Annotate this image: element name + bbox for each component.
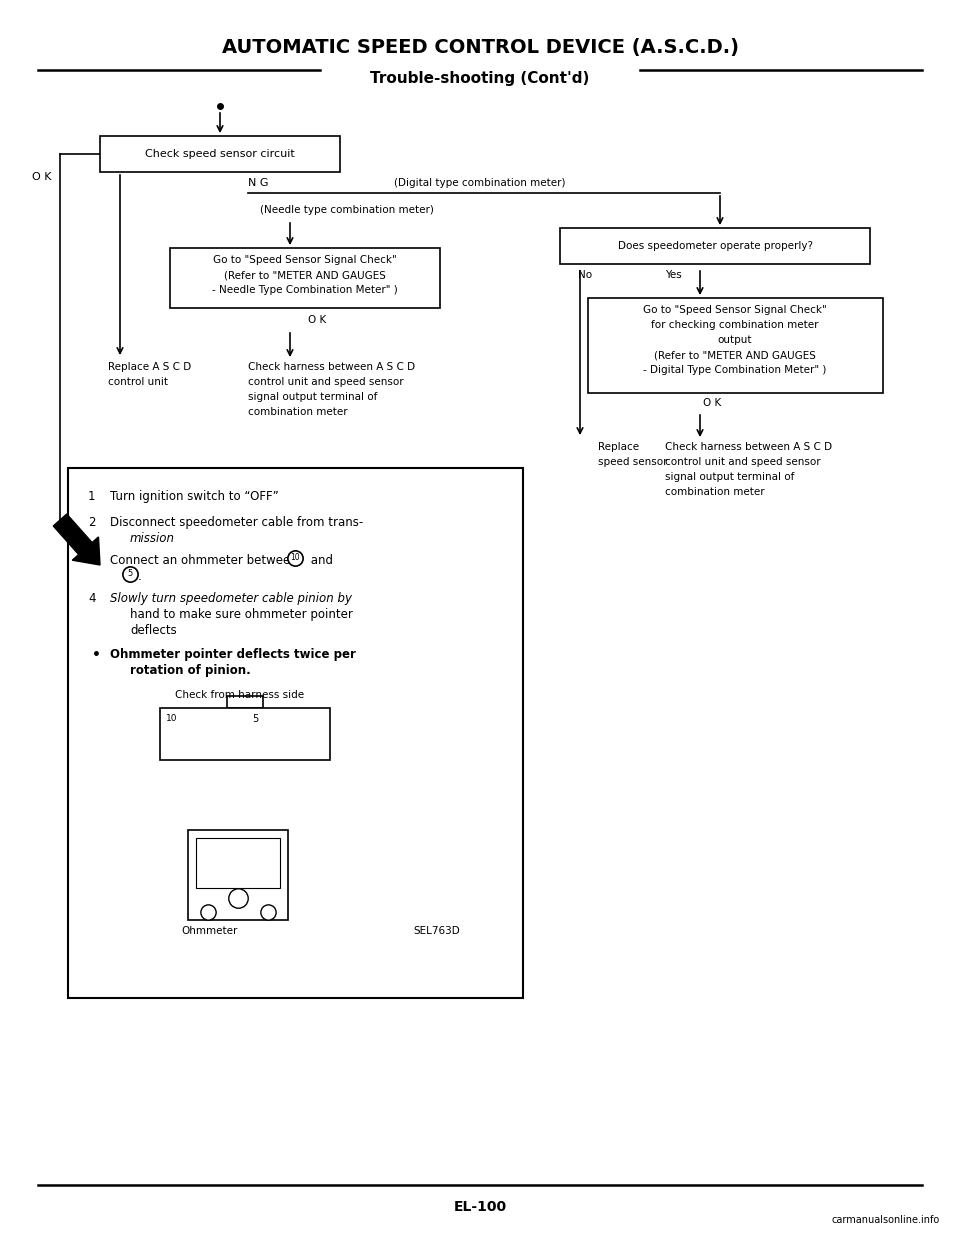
Text: 5: 5 — [128, 570, 132, 578]
Text: and: and — [307, 554, 333, 567]
Bar — [188, 830, 288, 920]
Text: Yes: Yes — [665, 270, 682, 280]
Text: Disconnect speedometer cable from trans-: Disconnect speedometer cable from trans- — [110, 515, 363, 529]
FancyArrow shape — [53, 514, 100, 565]
Bar — [196, 838, 280, 888]
Text: EL-100: EL-100 — [453, 1200, 507, 1215]
Text: Does speedometer operate properly?: Does speedometer operate properly? — [617, 240, 812, 252]
Text: Replace A S C D: Replace A S C D — [108, 363, 191, 372]
Text: 10: 10 — [290, 554, 300, 562]
Text: Ω: Ω — [234, 893, 242, 903]
Text: - Needle Type Combination Meter" ): - Needle Type Combination Meter" ) — [212, 285, 397, 295]
Text: 1: 1 — [88, 490, 95, 503]
Bar — [227, 695, 263, 708]
Text: mission: mission — [130, 531, 175, 545]
Text: •: • — [92, 649, 101, 662]
Text: Replace: Replace — [598, 441, 639, 453]
Text: signal output terminal of: signal output terminal of — [248, 392, 377, 402]
Text: hand to make sure ohmmeter pointer: hand to make sure ohmmeter pointer — [130, 608, 353, 621]
Text: Ohmmeter: Ohmmeter — [181, 926, 238, 936]
Text: Go to "Speed Sensor Signal Check": Go to "Speed Sensor Signal Check" — [213, 255, 396, 265]
Bar — [560, 228, 870, 264]
Bar — [160, 708, 330, 760]
Text: (Needle type combination meter): (Needle type combination meter) — [260, 205, 434, 215]
Text: Check from harness side: Check from harness side — [176, 690, 304, 700]
Text: O K: O K — [703, 398, 721, 408]
Text: −: − — [263, 907, 273, 917]
Text: rotation of pinion.: rotation of pinion. — [130, 665, 251, 677]
Text: SEL763D: SEL763D — [413, 926, 460, 936]
Text: carmanualsonline.info: carmanualsonline.info — [831, 1215, 940, 1226]
Text: control unit and speed sensor: control unit and speed sensor — [248, 377, 403, 387]
Text: Connect an ohmmeter between: Connect an ohmmeter between — [110, 554, 301, 567]
Text: O K: O K — [308, 314, 326, 326]
Text: signal output terminal of: signal output terminal of — [665, 472, 794, 482]
Text: 5: 5 — [252, 714, 258, 724]
Text: deflects: deflects — [130, 624, 177, 637]
Text: speed sensor: speed sensor — [598, 457, 667, 467]
Text: Turn ignition switch to “OFF”: Turn ignition switch to “OFF” — [110, 490, 278, 503]
Text: - Digital Type Combination Meter" ): - Digital Type Combination Meter" ) — [643, 365, 827, 375]
Text: control unit and speed sensor: control unit and speed sensor — [665, 457, 821, 467]
Text: Check harness between A S C D: Check harness between A S C D — [665, 441, 832, 453]
Text: .: . — [138, 570, 142, 583]
Text: 4: 4 — [88, 592, 95, 605]
Text: Slowly turn speedometer cable pinion by: Slowly turn speedometer cable pinion by — [110, 592, 352, 605]
Bar — [100, 136, 340, 171]
Text: combination meter: combination meter — [665, 487, 764, 497]
Text: Trouble-shooting (Cont'd): Trouble-shooting (Cont'd) — [371, 70, 589, 85]
Bar — [588, 298, 883, 393]
Text: 3: 3 — [88, 554, 95, 567]
Text: Check harness between A S C D: Check harness between A S C D — [248, 363, 415, 372]
Text: 10: 10 — [166, 714, 178, 723]
Text: Go to "Speed Sensor Signal Check": Go to "Speed Sensor Signal Check" — [643, 305, 827, 314]
Text: combination meter: combination meter — [248, 407, 348, 417]
Text: (Refer to "METER AND GAUGES: (Refer to "METER AND GAUGES — [654, 350, 816, 360]
Text: for checking combination meter: for checking combination meter — [651, 321, 819, 330]
Text: +: + — [204, 907, 211, 916]
Text: output: output — [718, 335, 753, 345]
Text: 2: 2 — [88, 515, 95, 529]
Text: O K: O K — [33, 171, 52, 182]
Text: control unit: control unit — [108, 377, 168, 387]
Text: (Refer to "METER AND GAUGES: (Refer to "METER AND GAUGES — [224, 270, 386, 280]
Bar — [68, 469, 523, 997]
Text: (Digital type combination meter): (Digital type combination meter) — [395, 178, 565, 187]
Text: No: No — [578, 270, 592, 280]
Text: Ohmmeter pointer deflects twice per: Ohmmeter pointer deflects twice per — [110, 649, 356, 661]
Bar — [170, 248, 440, 308]
Text: Check speed sensor circuit: Check speed sensor circuit — [145, 149, 295, 159]
Text: AUTOMATIC SPEED CONTROL DEVICE (A.S.C.D.): AUTOMATIC SPEED CONTROL DEVICE (A.S.C.D.… — [222, 38, 738, 57]
Text: N G: N G — [248, 178, 269, 187]
